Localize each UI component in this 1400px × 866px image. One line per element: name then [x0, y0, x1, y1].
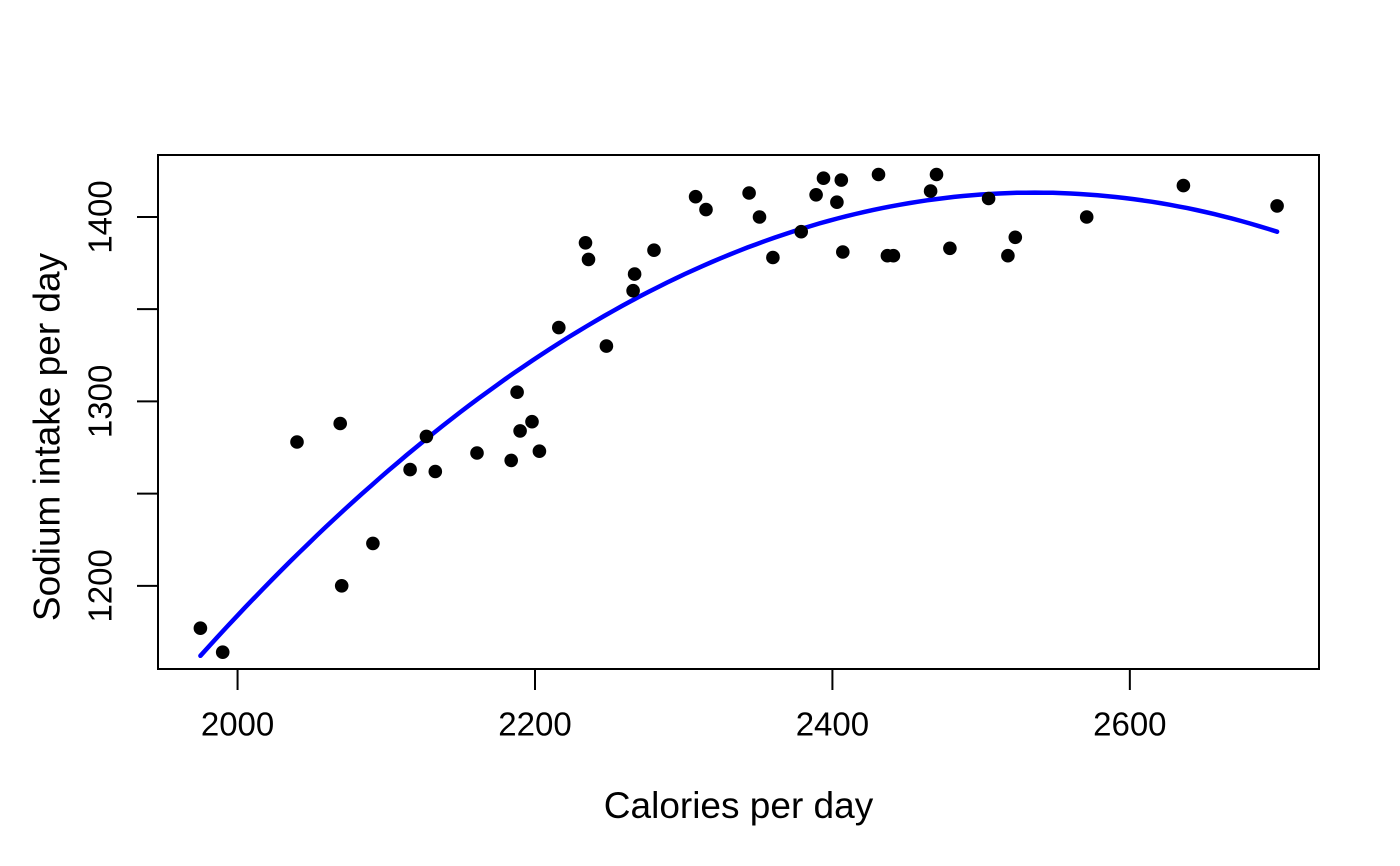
data-point: [366, 536, 380, 551]
y-axis-title: Sodium intake per day: [26, 252, 68, 622]
y-tick-label: 1300: [82, 365, 119, 438]
data-point: [647, 243, 661, 257]
data-point: [688, 189, 703, 204]
data-point: [834, 173, 849, 187]
data-point: [513, 424, 527, 438]
data-point: [470, 446, 484, 460]
data-point: [532, 444, 547, 459]
data-point: [809, 188, 823, 202]
data-point: [428, 464, 443, 479]
data-point: [836, 245, 850, 259]
data-point: [334, 579, 349, 593]
data-point: [794, 224, 808, 239]
data-point: [981, 191, 996, 206]
y-tick-label: 1400: [82, 180, 119, 253]
x-tick-label: 2200: [498, 706, 571, 743]
data-point: [699, 202, 713, 217]
data-point: [581, 252, 596, 267]
data-point: [816, 171, 831, 185]
data-point: [626, 283, 640, 298]
data-point: [1008, 230, 1023, 245]
data-point: [333, 416, 348, 431]
data-point: [871, 167, 886, 182]
data-point: [552, 320, 566, 335]
plot-border: [157, 154, 1320, 670]
data-point: [525, 414, 539, 429]
data-point: [504, 453, 518, 468]
data-point: [1001, 248, 1015, 263]
data-point: [923, 184, 938, 198]
data-point: [290, 435, 304, 449]
trend-line: [198, 190, 1280, 659]
data-point: [403, 462, 417, 477]
data-point: [742, 186, 756, 200]
data-point: [215, 645, 230, 659]
x-tick-label: 2600: [1093, 706, 1166, 743]
x-tick-label: 2000: [201, 706, 274, 743]
data-point: [1176, 178, 1191, 193]
data-point: [929, 167, 944, 182]
data-point: [578, 236, 593, 250]
data-point: [599, 339, 614, 353]
data-point: [766, 250, 780, 265]
data-point: [627, 267, 642, 281]
data-point: [752, 210, 767, 224]
data-point: [1270, 199, 1284, 213]
data-point: [830, 195, 844, 209]
x-tick-label: 2400: [796, 706, 869, 743]
data-point: [193, 621, 208, 635]
data-point: [943, 241, 957, 256]
y-tick-label: 1200: [82, 549, 119, 622]
data-point: [510, 385, 524, 400]
data-point: [1079, 210, 1094, 224]
data-point: [419, 429, 434, 444]
x-axis-title: Calories per day: [603, 785, 874, 826]
data-point: [886, 248, 901, 263]
